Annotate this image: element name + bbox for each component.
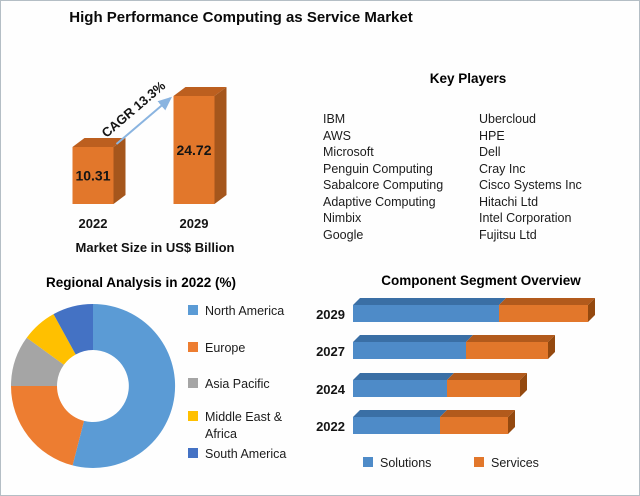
market-size-caption: Market Size in US$ Billion <box>75 240 235 255</box>
bar-category-2022: 2022 <box>79 216 108 231</box>
stacked-side-2022 <box>508 410 515 434</box>
stacked-top-2022-solutions <box>353 410 447 417</box>
bar-top-2022 <box>72 138 126 147</box>
stacked-top-2029-solutions <box>353 298 506 305</box>
bar-category-2029: 2029 <box>180 216 209 231</box>
key-player-penguin-computing: Penguin Computing <box>323 161 433 176</box>
key-player-google: Google <box>323 227 364 242</box>
legend-label: Asia Pacific <box>205 377 270 391</box>
bar-value-2029: 24.72 <box>176 142 211 158</box>
bar-value-2022: 10.31 <box>75 168 110 184</box>
stacked-bar-2024-solutions <box>353 380 447 397</box>
key-player-ubercloud: Ubercloud <box>479 112 536 126</box>
legend-item-asia-pacific: Asia Pacific <box>188 376 304 393</box>
legend-swatch-asia-pacific <box>188 378 198 388</box>
stacked-bar-2029-solutions <box>353 305 499 322</box>
legend-swatch-europe <box>188 342 198 352</box>
segment-overview-heading: Component Segment Overview <box>381 273 581 288</box>
stacked-bar-2022-services <box>440 417 508 434</box>
stacked-side-2024 <box>520 373 527 397</box>
bar-2029 <box>173 96 215 204</box>
key-player-aws: AWS <box>323 128 352 143</box>
legend-label: Services <box>491 456 539 470</box>
key-player-fujitsu-ltd: Fujitsu Ltd <box>479 227 537 242</box>
stacked-top-2027-services <box>466 335 555 342</box>
stacked-bar-2024-services <box>447 380 520 397</box>
stacked-top-2029-services <box>499 298 595 305</box>
stacked-top-2027-solutions <box>353 335 473 342</box>
regional-analysis-heading: Regional Analysis in 2022 (%) <box>45 275 237 290</box>
key-player-dell: Dell <box>479 145 501 159</box>
key-players-heading: Key Players <box>429 71 507 86</box>
donut-slice-middle-east-africa <box>26 314 76 365</box>
key-player-hitachi-ltd: Hitachi Ltd <box>479 194 539 209</box>
legend-swatch-services <box>474 457 484 467</box>
bar-2022 <box>72 147 114 204</box>
bar-side-2022 <box>113 138 126 204</box>
donut-slice-south-america <box>53 303 93 355</box>
bar-side-2029 <box>214 87 227 204</box>
legend-item-solutions: Solutions <box>363 455 431 472</box>
key-player-nimbix: Nimbix <box>323 211 362 225</box>
key-player-adaptive-computing: Adaptive Computing <box>323 194 436 209</box>
donut-slice-asia-pacific <box>11 337 64 386</box>
legend-label: Europe <box>205 341 246 355</box>
key-player-intel-corporation: Intel Corporation <box>479 211 572 225</box>
key-player-hpe: HPE <box>479 128 505 143</box>
key-players-column-2: Ubercloud HPE Dell Cray Inc Cisco Systems In… <box>479 111 582 243</box>
stacked-top-2024-services <box>447 373 527 380</box>
legend-swatch-south-america <box>188 448 198 458</box>
legend-item-north-america: North America <box>188 303 304 320</box>
stacked-top-2022-services <box>440 410 515 417</box>
legend-item-europe: Europe <box>188 340 304 357</box>
segment-bar-chart: 2029 2027 2024 2022 <box>316 298 595 434</box>
stacked-top-2024-solutions <box>353 373 454 380</box>
stacked-side-2027 <box>548 335 555 359</box>
key-player-sabalcore-computing: Sabalcore Computing <box>323 178 444 192</box>
segment-year-2027: 2027 <box>316 344 345 359</box>
cagr-arrow <box>115 96 173 145</box>
segment-year-2022: 2022 <box>316 419 345 434</box>
legend-item-south-america: South America <box>188 446 304 463</box>
legend-label: Solutions <box>380 456 432 470</box>
legend-label: North America <box>205 304 285 318</box>
segment-year-2024: 2024 <box>316 382 346 397</box>
donut-slice-north-america <box>72 303 176 468</box>
donut-slice-europe <box>11 386 84 466</box>
legend-item-services: Services <box>474 455 539 472</box>
legend-label: South America <box>205 447 287 461</box>
stacked-side-2029 <box>588 298 595 322</box>
legend-item-middle-east-africa: Middle East & Africa <box>188 409 304 443</box>
key-player-microsoft: Microsoft <box>323 145 374 159</box>
legend-label: Middle East & Africa <box>205 410 283 441</box>
stacked-bar-2027-solutions <box>353 342 466 359</box>
bar-top-2029 <box>173 87 227 96</box>
key-player-ibm: IBM <box>323 112 346 126</box>
segment-year-2029: 2029 <box>316 307 345 322</box>
legend-swatch-north-america <box>188 305 198 315</box>
regional-donut-chart <box>11 303 176 468</box>
stacked-bar-2027-services <box>466 342 548 359</box>
stacked-bar-2029-services <box>499 305 588 322</box>
key-player-cray-inc: Cray Inc <box>479 161 526 176</box>
stacked-bar-2022-solutions <box>353 417 440 434</box>
segment-legend: Solutions Services <box>356 455 596 475</box>
regional-legend: North America Europe Asia Pacific Middle Ea… <box>188 1 308 495</box>
key-player-cisco-systems-inc: Cisco Systems Inc <box>479 178 582 192</box>
key-players-column-1: IBM AWS Microsoft Penguin Computing Sabalcor… <box>323 111 443 243</box>
page-title: High Performance Computing as Service Ma… <box>69 9 413 26</box>
legend-swatch-middle-east-africa <box>188 411 198 421</box>
legend-swatch-solutions <box>363 457 373 467</box>
